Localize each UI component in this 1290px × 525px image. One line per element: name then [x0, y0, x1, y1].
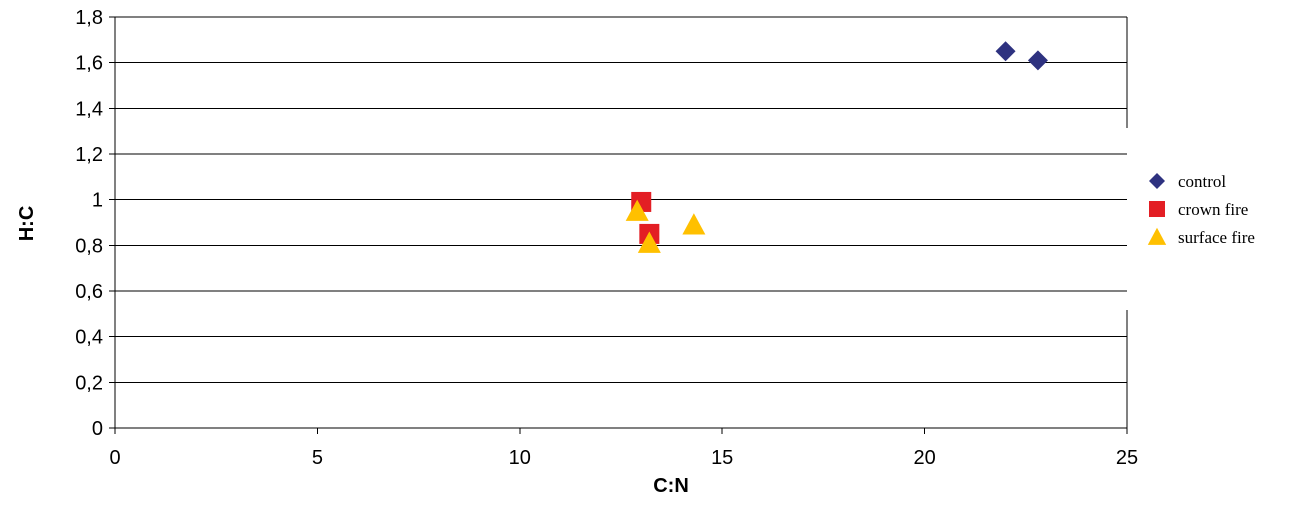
legend-label: control [1178, 172, 1226, 191]
y-tick-label: 1,4 [75, 98, 103, 120]
data-point-diamond [1027, 50, 1048, 71]
legend-marker-diamond [1149, 173, 1165, 189]
legend-label: crown fire [1178, 200, 1248, 219]
data-point-triangle [625, 199, 649, 221]
y-tick-label: 0,2 [75, 372, 103, 394]
legend-label: surface fire [1178, 228, 1255, 247]
data-point-triangle [637, 231, 661, 253]
y-tick-label: 0,8 [75, 235, 103, 257]
tick-labels: 0 0,2 0,4 0,6 0,8 1 1,2 1,4 1,6 1,8 0 5 10 15 20 25 [75, 7, 1138, 469]
x-tick-label: 5 [312, 447, 323, 469]
x-axis-title: C:N [653, 475, 689, 497]
y-tick-label: 1,6 [75, 53, 103, 75]
y-tick-label: 1,2 [75, 144, 103, 166]
legend-marker-square [1149, 201, 1165, 217]
data-points [625, 41, 1048, 253]
data-point-triangle [682, 213, 706, 235]
x-tick-label: 20 [913, 447, 935, 469]
y-axis-title: H:C [16, 206, 38, 242]
y-tick-label: 1,8 [75, 7, 103, 29]
legend-item: control [1149, 172, 1226, 191]
x-tick-label: 10 [509, 447, 531, 469]
y-tick-label: 0,4 [75, 327, 103, 349]
data-point-diamond [995, 41, 1016, 62]
axes [114, 17, 1128, 429]
legend-item: crown fire [1149, 200, 1248, 219]
y-tick-label: 0,6 [75, 281, 103, 303]
x-tick-label: 15 [711, 447, 733, 469]
legend-marker-triangle [1147, 227, 1167, 245]
y-tick-label: 0 [92, 418, 103, 440]
x-tick-label: 25 [1116, 447, 1138, 469]
y-tick-label: 1 [92, 190, 103, 212]
legend-item: surface fire [1147, 227, 1255, 247]
grid-lines [115, 16, 1127, 383]
legend: control crown fire surface fire [1147, 172, 1255, 247]
x-tick-label: 0 [109, 447, 120, 469]
